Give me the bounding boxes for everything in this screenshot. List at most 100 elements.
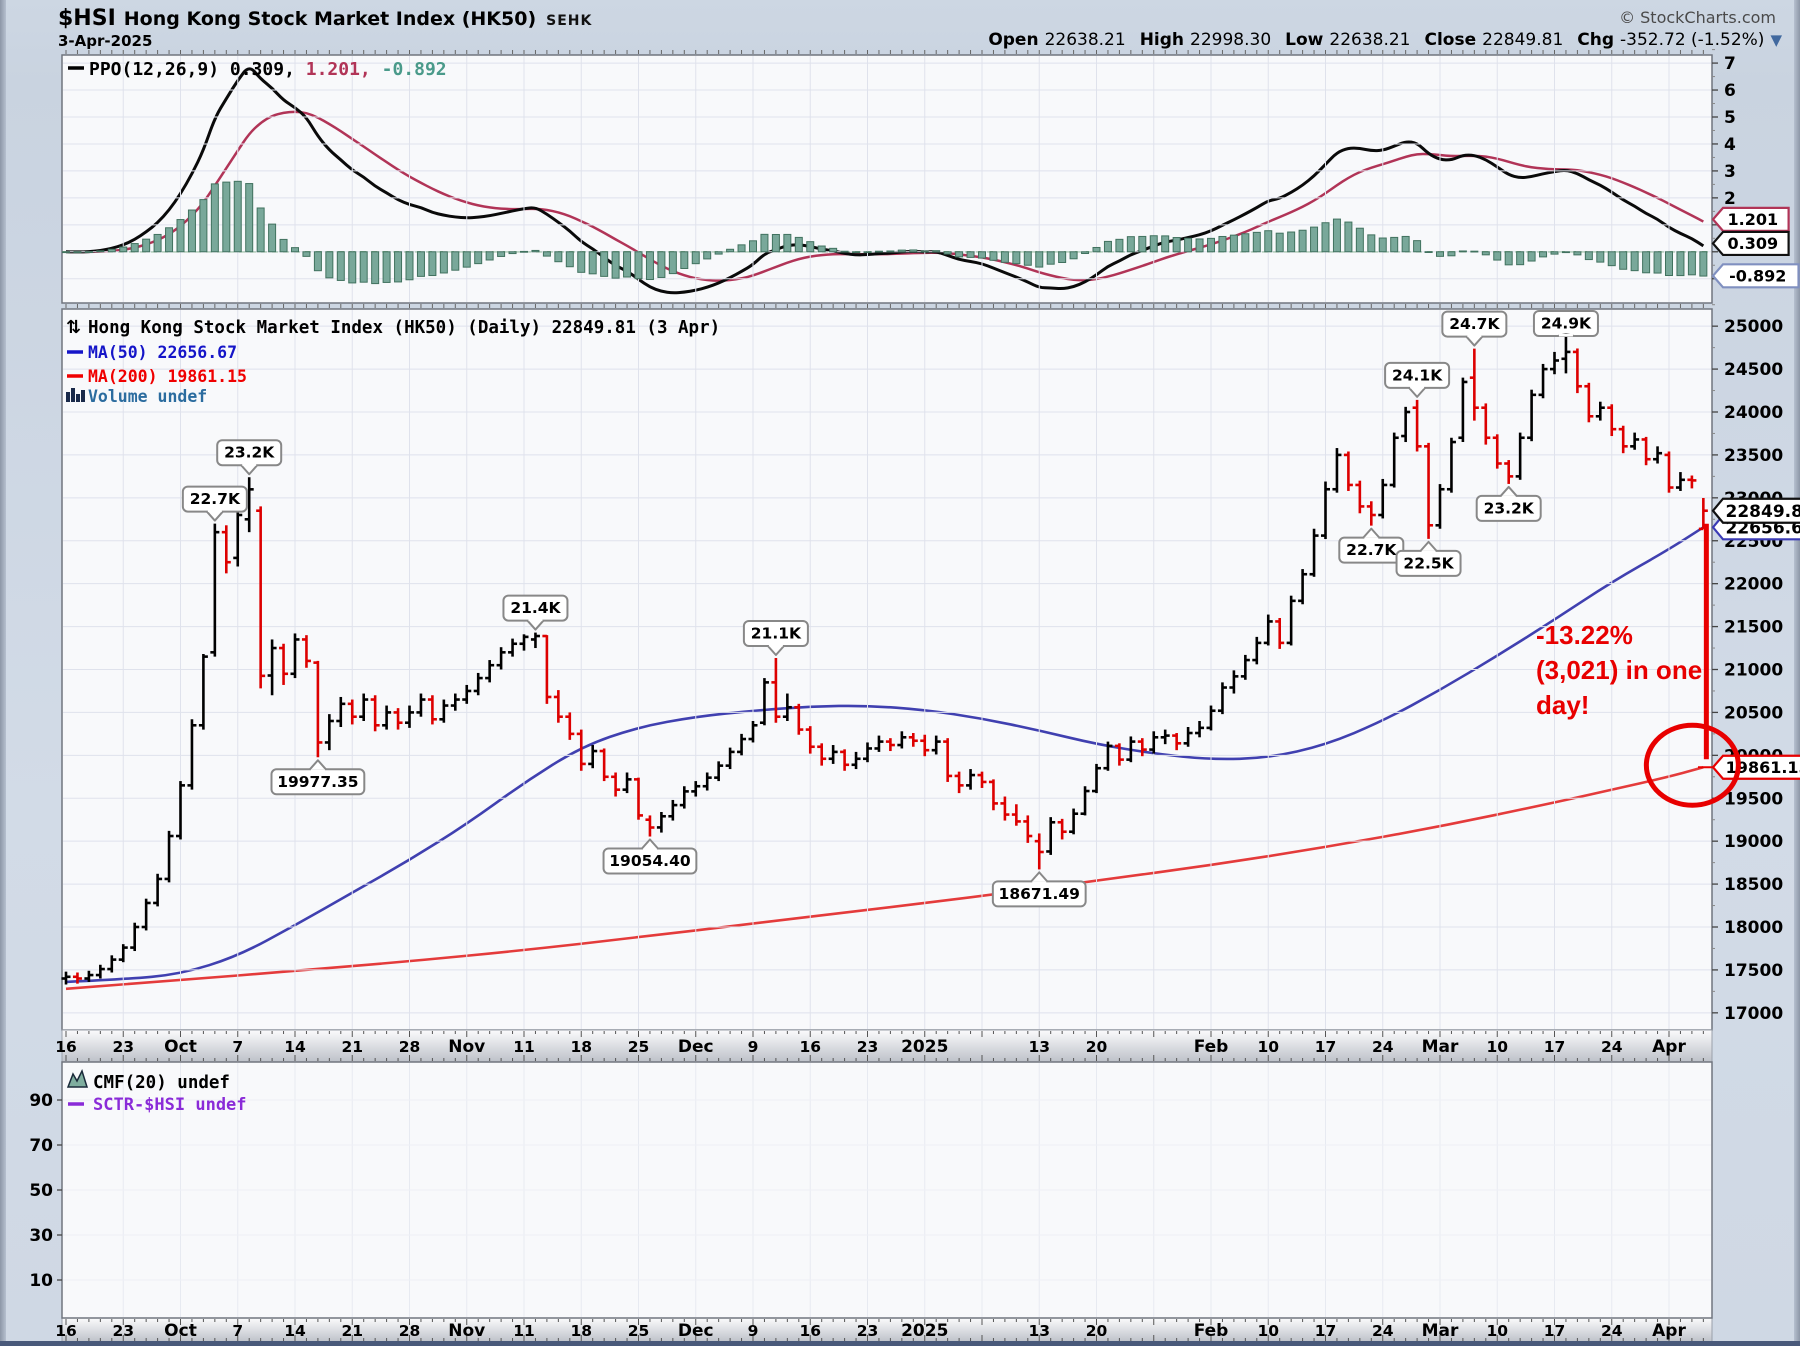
main-gridlines (63, 310, 1711, 1029)
svg-text:Apr: Apr (1652, 1321, 1686, 1341)
ohlc-bar (1160, 729, 1170, 745)
ohlc-bar (794, 703, 804, 735)
svg-text:16: 16 (55, 1038, 77, 1056)
ma50-line (65, 526, 1705, 984)
svg-text:Dec: Dec (678, 1321, 714, 1341)
ohlc-bar (416, 693, 426, 717)
svg-text:PPO(12,26,9) 0.309, 1.201, -0.: PPO(12,26,9) 0.309, 1.201, -0.892 (89, 59, 447, 80)
ohlc-bar (1618, 425, 1628, 454)
ohlc-bar (1000, 796, 1010, 821)
svg-text:22000: 22000 (1724, 575, 1783, 595)
svg-text:22.7K: 22.7K (1346, 541, 1397, 559)
svg-text:70: 70 (29, 1136, 53, 1156)
cmf-gridlines (63, 1063, 1711, 1317)
ohlc-bar (393, 708, 403, 730)
page-right-edge (1794, 0, 1800, 1346)
ohlc-bar (1332, 448, 1342, 493)
crash-annotation: -13.22% (3,021) in one day! (1536, 523, 1741, 808)
chart-header: $HSI Hong Kong Stock Market Index (HK50) S… (50, 4, 1790, 54)
sctr-legend-label: SCTR-$HSI undef (93, 1095, 247, 1115)
ohlc-bar (84, 970, 94, 982)
ppo-histogram (62, 180, 1708, 285)
chart-date: 3-Apr-2025 (58, 32, 153, 50)
low-value: 22638.21 (1329, 30, 1411, 50)
ohlc-bar (748, 721, 758, 743)
ohlc-bar (599, 748, 609, 782)
ohlc-bar (324, 714, 334, 751)
svg-text:17: 17 (1544, 1322, 1566, 1340)
svg-text:19000: 19000 (1724, 832, 1783, 852)
svg-text:23: 23 (112, 1038, 134, 1056)
ppo-gridlines (63, 56, 1711, 302)
svg-text:20500: 20500 (1724, 703, 1783, 723)
svg-text:4: 4 (1724, 135, 1736, 155)
ohlc-bar (473, 672, 483, 696)
svg-text:14: 14 (284, 1038, 306, 1056)
ohlc-bar (221, 525, 231, 574)
svg-text:Feb: Feb (1194, 1321, 1229, 1341)
ohlc-bar (908, 733, 918, 747)
ohlc-bar (427, 695, 437, 725)
ohlc-bar (759, 678, 769, 726)
svg-text:17500: 17500 (1724, 961, 1783, 981)
ohlc-bar (107, 955, 117, 973)
price-callout: 19054.40 (602, 838, 698, 875)
svg-text:24: 24 (1601, 1038, 1623, 1056)
ohlc-bar (885, 738, 895, 752)
svg-text:13: 13 (1028, 1322, 1050, 1340)
ohlc-bar (691, 781, 701, 797)
svg-text:25000: 25000 (1724, 317, 1783, 337)
updown-arrows-icon: ⇅ (66, 317, 81, 338)
minor-tick-rows (65, 50, 1704, 308)
crash-annotation-text: day! (1536, 690, 1589, 720)
ohlc-bar (439, 699, 449, 723)
svg-text:23.2K: 23.2K (224, 444, 275, 462)
ohlc-bar (1343, 451, 1353, 491)
ohlc-bar (450, 693, 460, 711)
svg-text:21.4K: 21.4K (510, 599, 561, 617)
ohlc-bar (1527, 389, 1537, 442)
svg-text:10: 10 (1486, 1038, 1508, 1056)
ohlc-bar (1103, 741, 1113, 771)
ohlc-bar (1217, 682, 1227, 715)
ohlc-bar (1401, 406, 1411, 443)
main-legend: ⇅ Hong Kong Stock Market Index (HK50) (Da… (66, 317, 720, 406)
svg-text:Nov: Nov (448, 1321, 485, 1341)
ohlc-bar (485, 660, 495, 683)
ohlc-bar (1023, 815, 1033, 843)
ohlc-bar (1446, 437, 1456, 493)
price-callout: 21.1K (742, 619, 809, 656)
svg-text:24500: 24500 (1724, 360, 1783, 380)
ohlc-bar (313, 660, 323, 758)
ohlc-bar (553, 690, 563, 723)
svg-text:24: 24 (1372, 1038, 1394, 1056)
svg-text:0.309: 0.309 (1727, 234, 1778, 253)
svg-text:25: 25 (628, 1038, 650, 1056)
main-right-axis: 2500024500240002350023000225002200021500… (1698, 304, 1797, 1024)
svg-text:23: 23 (857, 1322, 879, 1340)
ohlc-bar (1675, 472, 1685, 491)
ohlc-readout: Open 22638.21 High 22998.30 Low 22638.21 Close… (988, 30, 1782, 50)
chg-dropdown-icon[interactable]: ▼ (1770, 31, 1782, 49)
ohlc-bar (1240, 654, 1250, 680)
ohlc-bar (1561, 336, 1571, 374)
volume-legend: Volume undef (88, 387, 207, 406)
ohlc-bar (1538, 363, 1548, 399)
ohlc-bar (1080, 786, 1090, 816)
ohlc-bar (1011, 804, 1021, 826)
svg-text:16: 16 (55, 1322, 77, 1340)
svg-text:24000: 24000 (1724, 403, 1783, 423)
ohlc-bar (1057, 818, 1067, 840)
ohlc-bar (954, 771, 964, 794)
ohlc-bar (1252, 636, 1262, 665)
svg-text:16: 16 (799, 1322, 821, 1340)
crash-annotation-text: (3,021) in one (1536, 655, 1702, 685)
close-label: Close (1424, 30, 1477, 50)
copyright: © StockCharts.com (1619, 8, 1776, 27)
ohlc-bar (897, 731, 907, 749)
ohlc-bar (1149, 731, 1159, 754)
price-callout: 22.7K (181, 485, 248, 522)
svg-text:21500: 21500 (1724, 618, 1783, 638)
ohlc-bar (1687, 475, 1697, 489)
svg-text:10: 10 (29, 1271, 53, 1291)
